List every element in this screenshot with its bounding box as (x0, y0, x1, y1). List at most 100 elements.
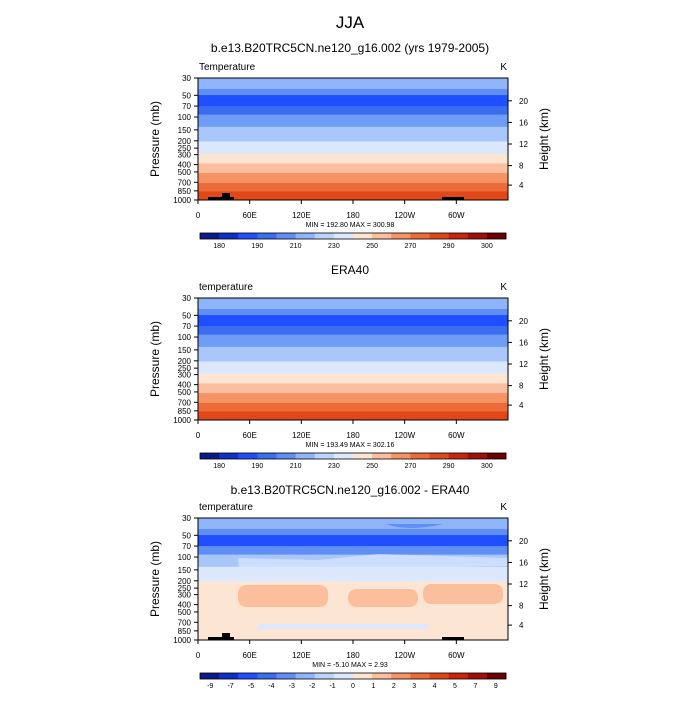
colorbar-label: 9 (494, 683, 498, 690)
pressure-tick-label: 200 (178, 577, 192, 586)
height-tick-label: 12 (519, 140, 528, 149)
colorbar-swatch (410, 233, 430, 239)
colorbar-swatch (429, 673, 450, 679)
contour-band (198, 308, 508, 316)
x-tick-label: 120E (292, 651, 311, 660)
colorbar-swatch (219, 233, 239, 239)
colorbar-label: 190 (252, 243, 264, 250)
colorbar-swatch (391, 453, 411, 459)
colorbar-swatch (276, 673, 297, 679)
x-tick-label: 60W (448, 211, 465, 220)
colorbar-swatch (333, 453, 354, 459)
pressure-tick-label: 700 (178, 398, 192, 407)
pressure-tick-label: 100 (178, 113, 192, 122)
colorbar-swatch (486, 673, 507, 679)
x-tick-label: 0 (196, 431, 201, 440)
pressure-tick-label: 700 (178, 178, 192, 187)
colorbar-swatch (219, 673, 239, 679)
y2-axis-label: Height (km) (537, 548, 551, 610)
units-label: K (500, 502, 507, 513)
contour-band (198, 346, 508, 362)
variable-label: temperature (199, 282, 253, 293)
height-tick-label: 12 (519, 580, 528, 589)
colorbar-label: 1 (371, 683, 375, 690)
colorbar-swatch (314, 453, 335, 459)
height-tick-label: 8 (519, 382, 524, 391)
colorbar-frame (199, 232, 507, 240)
height-tick-label: 20 (519, 537, 528, 546)
colorbar-frame (199, 452, 507, 460)
colorbar-label: -5 (248, 683, 254, 690)
pressure-tick-label: 850 (178, 407, 192, 416)
topography (222, 193, 230, 200)
contour-band (348, 589, 418, 607)
pressure-tick-label: 200 (178, 357, 192, 366)
panel-title: ERA40 (331, 263, 369, 277)
colorbar-frame (199, 672, 507, 680)
units-label: K (500, 62, 507, 73)
pressure-tick-label: 150 (178, 566, 192, 575)
colorbar-swatch (257, 673, 277, 679)
contour-band (198, 173, 508, 184)
pressure-tick-label: 700 (178, 618, 192, 627)
colorbar-label: 290 (443, 243, 455, 250)
colorbar-swatch (410, 673, 430, 679)
colorbar-label: -9 (207, 683, 213, 690)
colorbar-swatch (314, 673, 335, 679)
contour-band (423, 584, 503, 604)
pressure-tick-label: 400 (178, 161, 192, 170)
pressure-tick-label: 150 (178, 126, 192, 135)
colorbar-label: 4 (433, 683, 437, 690)
colorbar-swatch (429, 233, 450, 239)
colorbar-label: 180 (213, 463, 225, 470)
pressure-tick-label: 250 (178, 584, 192, 593)
colorbar-label: -3 (289, 683, 295, 690)
contour-band (198, 535, 508, 547)
contour-band (238, 585, 328, 607)
y-axis-label: Pressure (mb) (148, 541, 162, 617)
height-tick-label: 4 (519, 621, 524, 630)
contour-band (198, 326, 508, 336)
colorbar-swatch (429, 453, 450, 459)
pressure-tick-label: 100 (178, 333, 192, 342)
height-tick-label: 8 (519, 162, 524, 171)
colorbar-label: 3 (412, 683, 416, 690)
contour-band (198, 528, 508, 536)
colorbar-swatch (219, 453, 239, 459)
contour-band (198, 373, 508, 384)
colorbar-swatch (486, 233, 507, 239)
colorbar-swatch (353, 453, 373, 459)
pressure-tick-label: 150 (178, 346, 192, 355)
x-tick-label: 120E (292, 211, 311, 220)
variable-label: Temperature (199, 62, 256, 73)
colorbar-label: 210 (290, 243, 302, 250)
colorbar-swatch (448, 453, 469, 459)
contour-band (198, 191, 508, 201)
colorbar-label: 180 (213, 243, 225, 250)
colorbar-swatch (238, 673, 258, 679)
colorbar-swatch (200, 233, 220, 239)
colorbar-swatch (448, 233, 469, 239)
colorbar-label: -1 (329, 683, 335, 690)
colorbar-swatch (257, 453, 277, 459)
colorbar-swatch (238, 233, 258, 239)
min-max-stats: MIN = -5.10 MAX = 2.93 (312, 662, 388, 669)
colorbar-swatch (391, 673, 411, 679)
colorbar-label: 0 (351, 683, 355, 690)
pressure-tick-label: 300 (178, 371, 192, 380)
colorbar-label: 250 (366, 463, 378, 470)
contour-band (198, 383, 508, 394)
contour-band (198, 554, 508, 580)
pressure-tick-label: 500 (178, 388, 192, 397)
pressure-tick-label: 30 (182, 514, 191, 523)
y2-axis-label: Height (km) (537, 328, 551, 390)
pressure-tick-label: 70 (182, 102, 191, 111)
height-tick-label: 20 (519, 97, 528, 106)
height-tick-label: 16 (519, 338, 528, 347)
pressure-tick-label: 200 (178, 137, 192, 146)
contour-band (198, 182, 508, 192)
contour-band (198, 603, 508, 614)
height-tick-label: 16 (519, 558, 528, 567)
colorbar-label: -4 (268, 683, 274, 690)
x-tick-label: 180 (346, 431, 360, 440)
